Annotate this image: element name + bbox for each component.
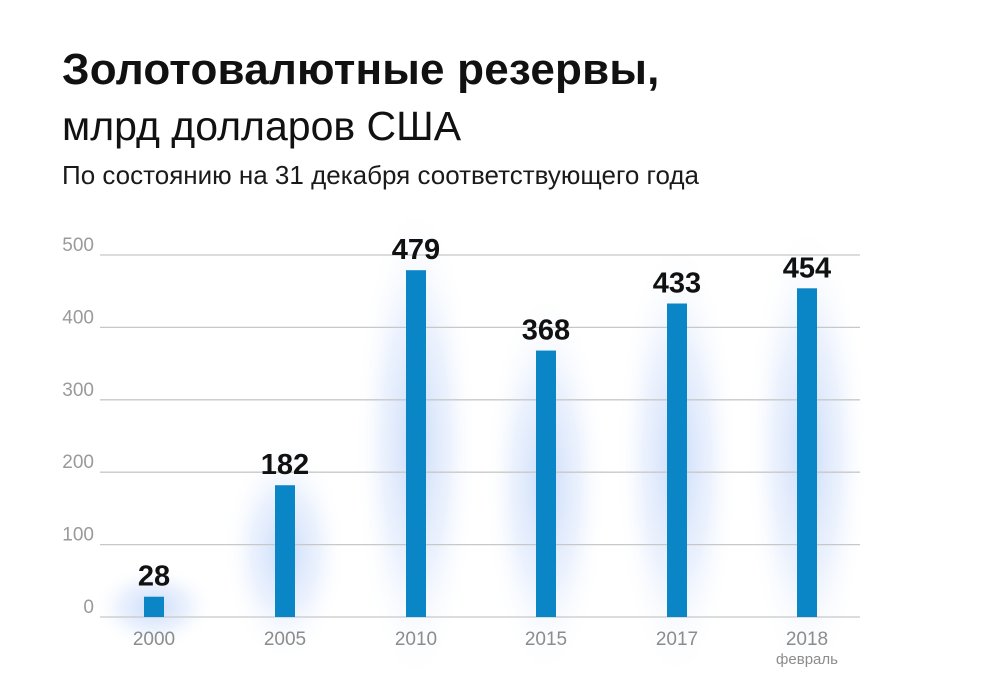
bar-value-label: 433 [653, 268, 701, 300]
y-tick-label: 0 [83, 597, 94, 618]
x-tick-label: 2017 [656, 629, 698, 650]
y-tick-label: 500 [62, 235, 94, 256]
bar-value-label: 368 [522, 315, 570, 347]
x-tick-sublabel: февраль [776, 651, 838, 668]
bar [667, 303, 687, 617]
x-tick-label: 2015 [525, 629, 567, 650]
bar [536, 350, 556, 617]
chart-note: По состоянию на 31 декабря соответствующ… [62, 160, 699, 190]
chart-subtitle: млрд долларов США [62, 103, 462, 149]
bar [406, 270, 426, 617]
bar [797, 288, 817, 617]
x-tick-label: 2005 [264, 629, 306, 650]
y-tick-label: 400 [62, 307, 94, 328]
bar [275, 485, 295, 617]
y-tick-label: 200 [62, 452, 94, 473]
y-tick-label: 100 [62, 525, 94, 546]
x-tick-label: 2000 [133, 629, 175, 650]
x-tick-label: 2010 [395, 629, 437, 650]
y-tick-label: 300 [62, 380, 94, 401]
chart-title: Золотовалютные резервы, [62, 45, 660, 94]
bar-value-label: 454 [783, 252, 831, 284]
bar-value-label: 182 [261, 449, 309, 481]
bar [144, 596, 164, 617]
bar-value-label: 479 [392, 234, 440, 266]
x-tick-label: 2018 [786, 629, 828, 650]
bar-value-label: 28 [138, 561, 170, 593]
